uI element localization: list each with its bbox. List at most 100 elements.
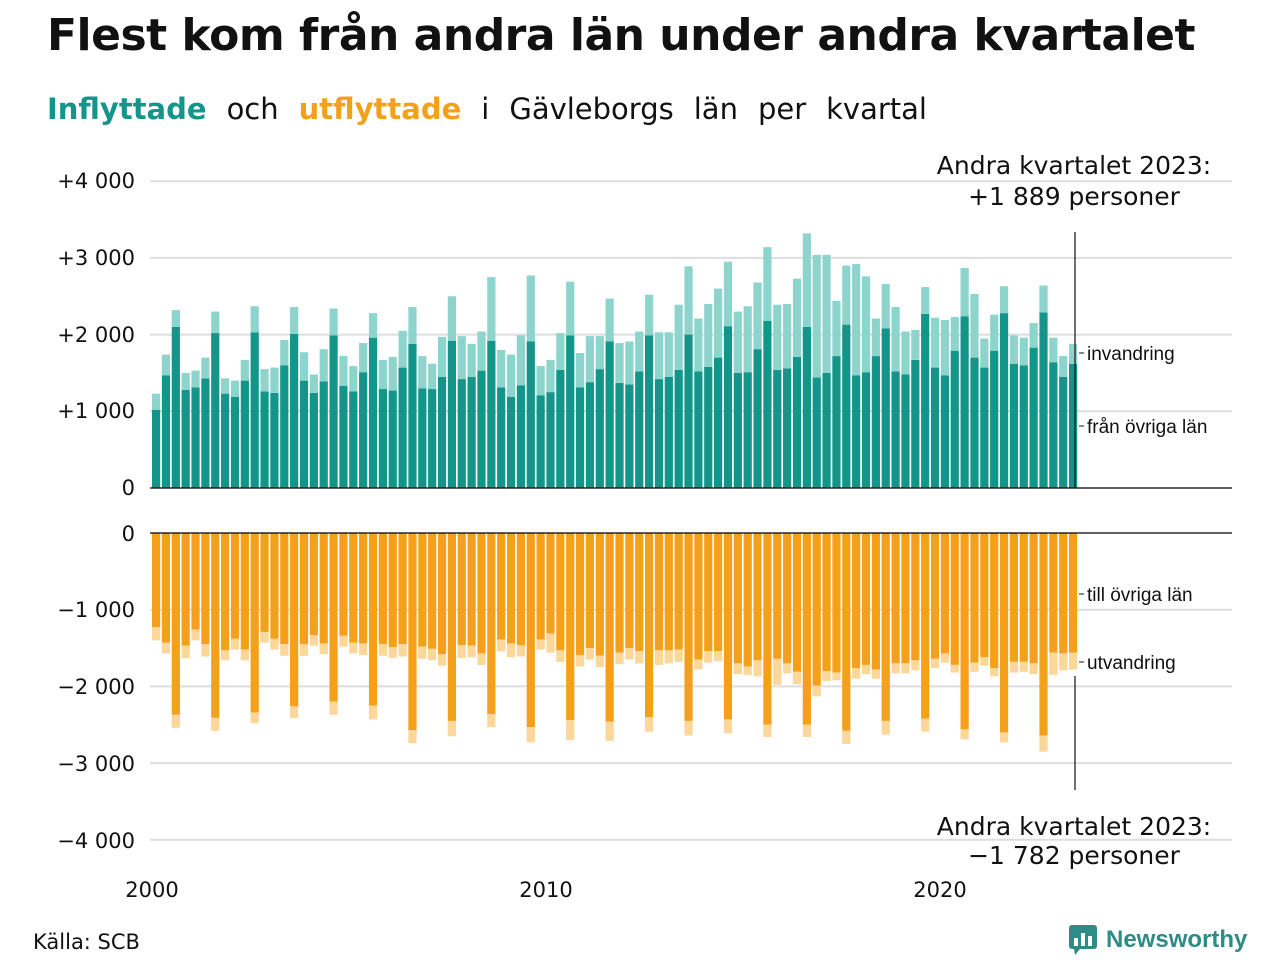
y-tick-label: +1 000 [57,399,135,423]
bar-fran-ovriga-lan [763,320,772,488]
bar-utvandring [822,671,831,682]
y-tick-label: 0 [122,476,135,500]
y-tick-label: −1 000 [57,598,135,622]
bar-till-ovriga-lan [595,533,604,656]
bar-fran-ovriga-lan [1009,363,1019,488]
bar-invandring [171,310,180,327]
bar-till-ovriga-lan [733,533,742,664]
bar-till-ovriga-lan [566,533,575,721]
bar-invandring [536,366,545,396]
bar-till-ovriga-lan [921,533,930,719]
bar-fran-ovriga-lan [319,381,328,488]
bar-invandring [457,336,466,380]
bar-fran-ovriga-lan [714,357,723,488]
bar-invandring [783,303,792,369]
bar-till-ovriga-lan [852,533,861,668]
bar-utvandring [635,651,644,664]
bar-invandring [309,374,318,393]
y-tick-label: +3 000 [57,246,135,270]
bar-utvandring [901,663,910,674]
bar-fran-ovriga-lan [704,366,713,488]
bar-invandring [368,313,378,338]
bar-utvandring [280,644,289,656]
bar-utvandring [319,643,328,655]
bar-fran-ovriga-lan [536,395,545,488]
bar-fran-ovriga-lan [467,376,476,488]
x-tick-label: 2020 [913,878,966,902]
bar-utvandring [250,712,259,724]
bar-fran-ovriga-lan [526,341,535,488]
bar-utvandring [477,653,486,665]
bar-fran-ovriga-lan [605,341,614,488]
bar-till-ovriga-lan [585,533,595,649]
label-till-ovriga-lan: till övriga län [1087,585,1193,606]
bar-till-ovriga-lan [832,533,841,673]
bar-fran-ovriga-lan [1029,347,1038,488]
bar-invandring [960,267,969,317]
outflow-bars [152,533,1078,752]
bar-invandring [211,311,220,334]
bar-invandring [250,306,259,333]
bar-fran-ovriga-lan [1059,376,1068,488]
bar-utvandring [792,671,802,685]
bar-till-ovriga-lan [812,533,821,686]
bar-utvandring [645,717,654,732]
bar-invandring [270,367,279,393]
subtitle-word: och [226,92,279,126]
bar-till-ovriga-lan [339,533,348,636]
bar-till-ovriga-lan [802,533,811,725]
bar-utvandring [733,663,742,675]
bar-till-ovriga-lan [309,533,318,636]
bar-utvandring [506,643,516,658]
bar-fran-ovriga-lan [921,313,930,488]
bar-invandring [260,369,269,392]
bar-invandring [871,318,880,357]
bar-till-ovriga-lan [152,533,161,628]
bar-till-ovriga-lan [487,533,496,715]
bar-invandring [999,286,1009,314]
bar-till-ovriga-lan [960,533,969,730]
bar-fran-ovriga-lan [645,335,654,488]
bar-utvandring [723,719,733,734]
bar-fran-ovriga-lan [911,359,920,488]
bar-invandring [654,332,664,380]
y-tick-label: −3 000 [57,752,135,776]
bar-fran-ovriga-lan [418,388,427,488]
bar-utvandring [783,663,792,674]
bar-utvandring [566,720,575,741]
bar-invandring [221,378,230,394]
bar-invandring [191,370,200,388]
bar-utvandring [1029,663,1038,675]
bar-till-ovriga-lan [891,533,900,664]
brand-name: Newsworthy [1106,926,1248,953]
bar-fran-ovriga-lan [497,387,506,488]
bar-invandring [940,320,949,376]
bar-fran-ovriga-lan [585,382,595,488]
bar-till-ovriga-lan [349,533,358,643]
bar-utvandring [999,732,1009,743]
bar-utvandring [221,650,230,661]
bar-utvandring [526,727,535,743]
bar-utvandring [842,730,851,744]
bar-till-ovriga-lan [457,533,466,645]
bar-till-ovriga-lan [477,533,486,654]
bar-invandring [970,293,979,358]
bar-utvandring [802,724,811,738]
bar-till-ovriga-lan [605,533,614,722]
bar-utvandring [773,658,782,685]
bar-till-ovriga-lan [999,533,1009,733]
bar-invandring [635,331,644,372]
bar-fran-ovriga-lan [506,396,516,488]
bar-invandring [428,363,437,390]
bar-invandring [408,306,417,344]
bar-utvandring [191,629,200,641]
y-tick-label: +4 000 [57,169,135,193]
bar-invandring [181,372,190,390]
bar-invandring [802,233,811,327]
bar-utvandring [694,659,703,670]
bar-invandring [911,329,920,360]
bar-till-ovriga-lan [1029,533,1038,664]
bar-till-ovriga-lan [950,533,959,665]
bar-fran-ovriga-lan [546,392,555,488]
bar-fran-ovriga-lan [980,367,989,488]
